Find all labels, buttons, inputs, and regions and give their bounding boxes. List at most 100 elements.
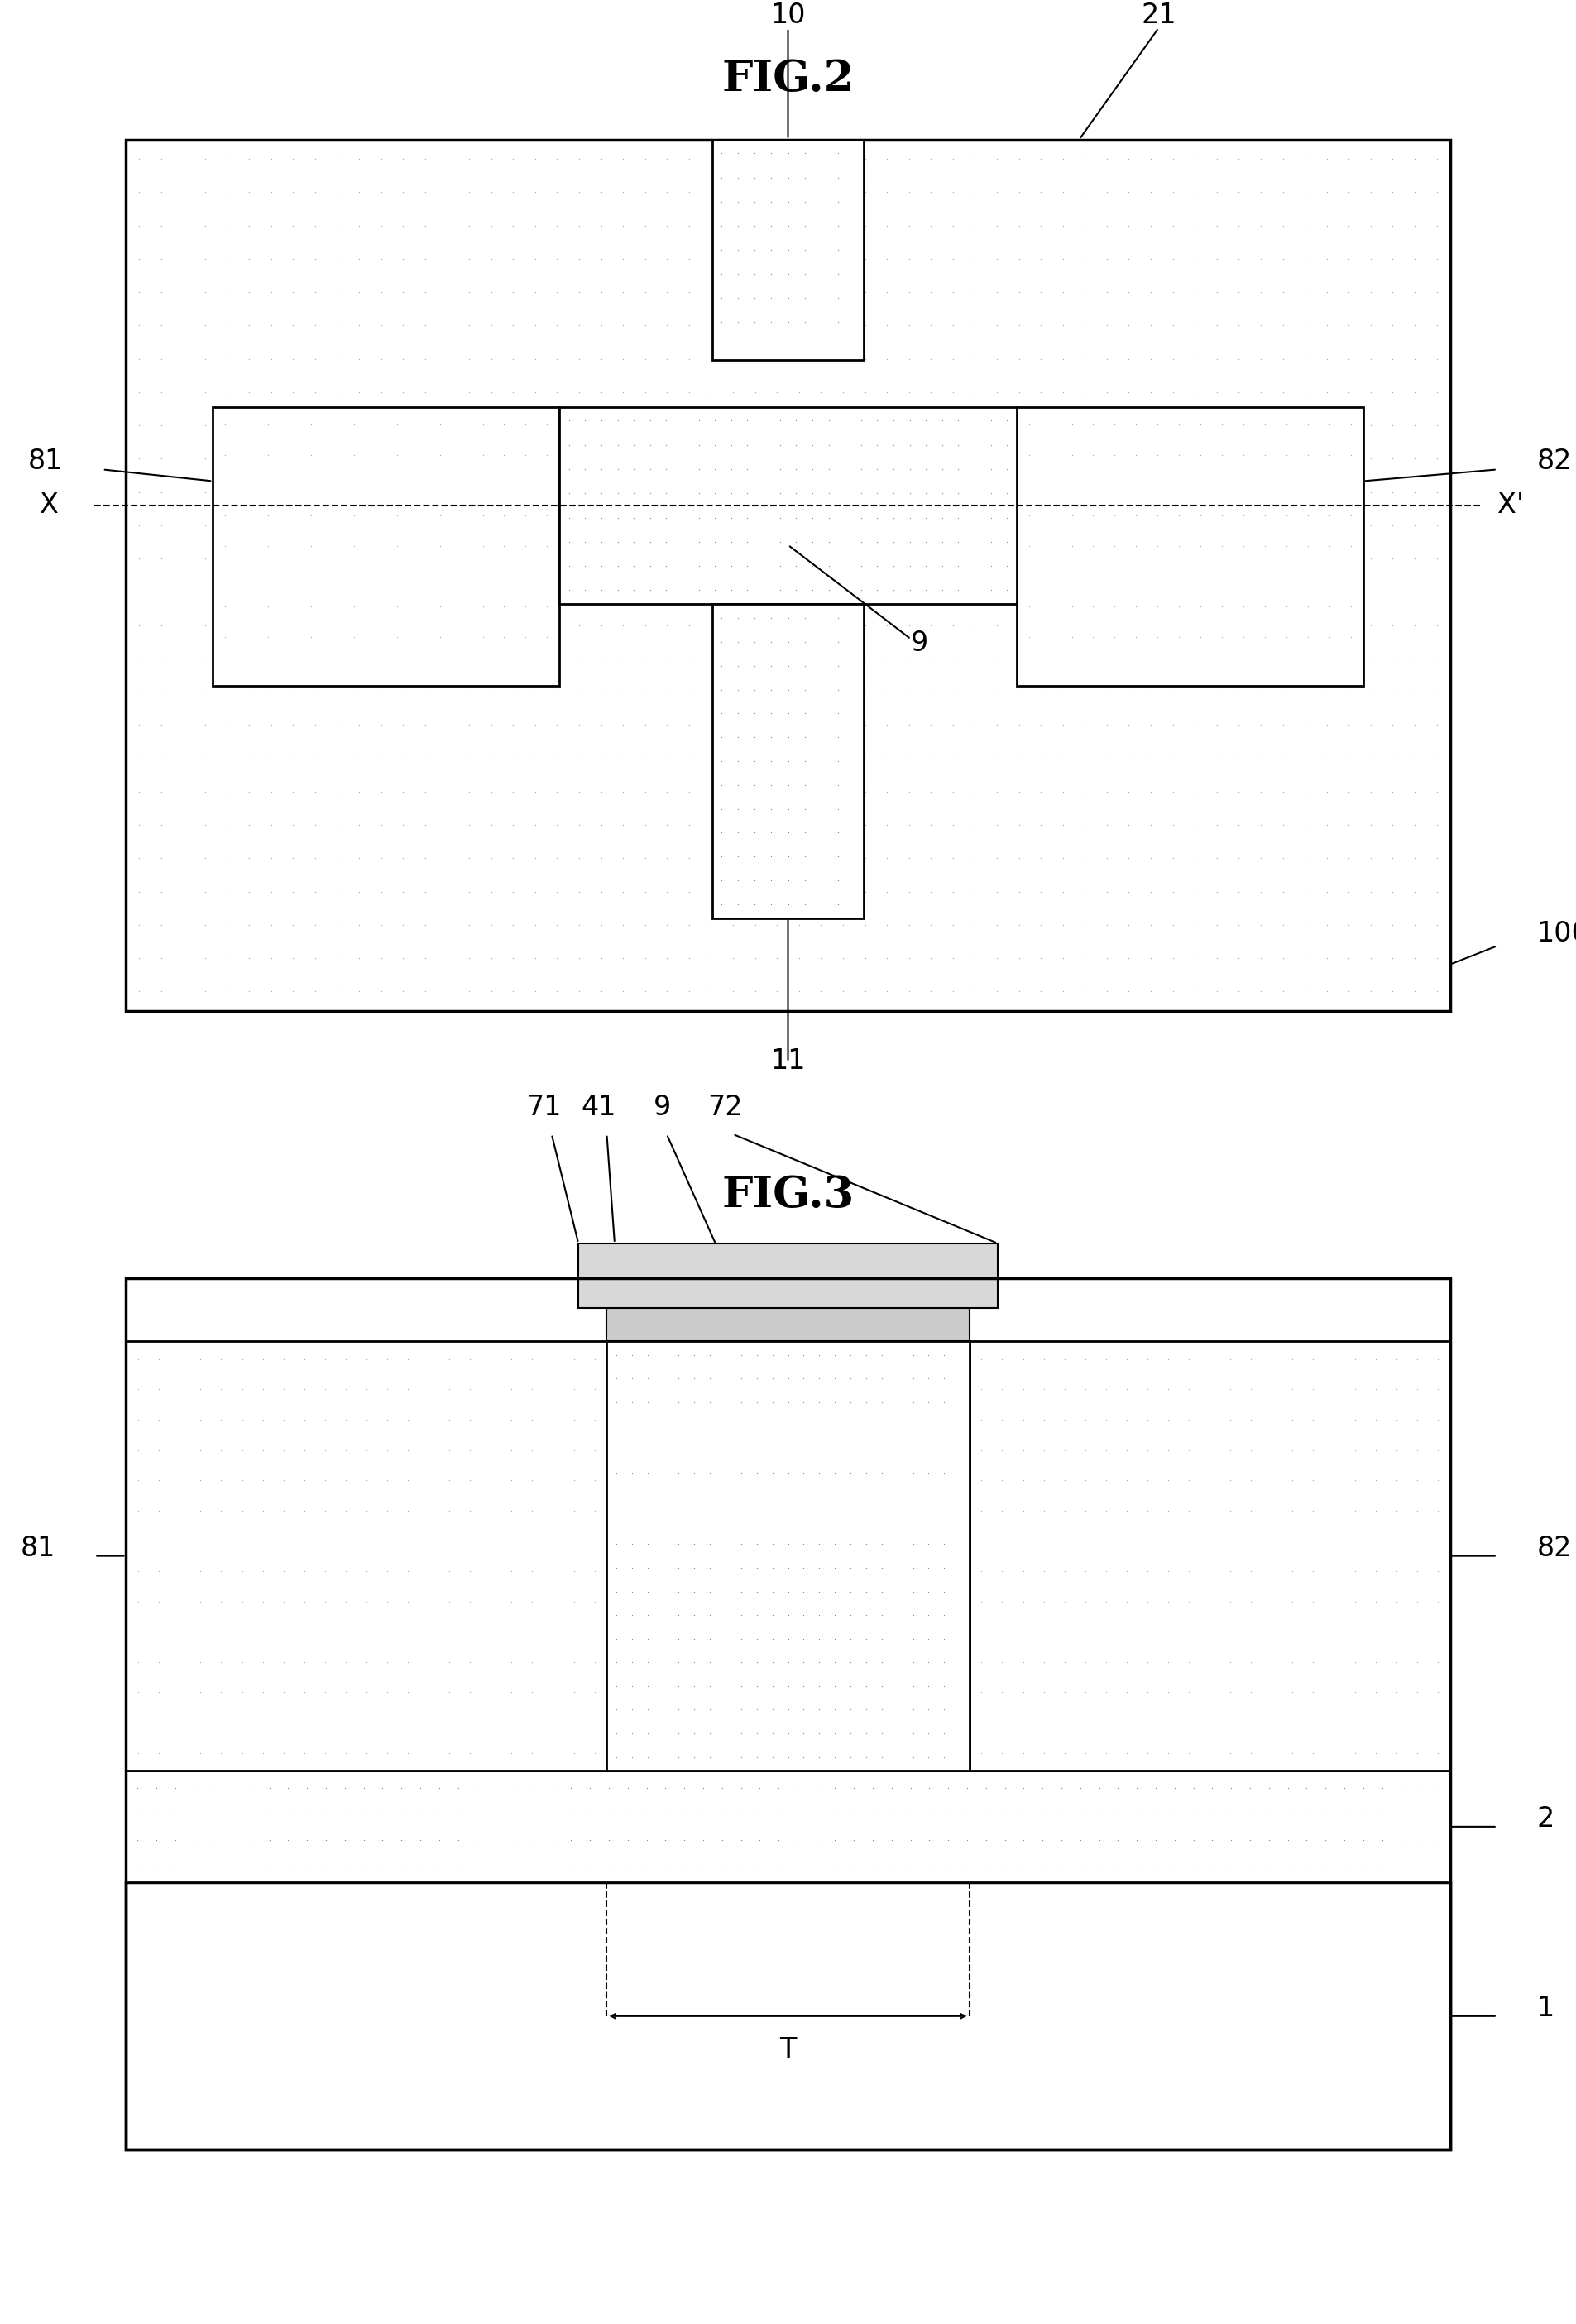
Point bbox=[786, 374, 812, 411]
Point bbox=[258, 874, 284, 911]
Point bbox=[842, 600, 867, 637]
Point bbox=[742, 339, 768, 376]
Point bbox=[1273, 437, 1299, 474]
Point bbox=[725, 328, 752, 365]
Point bbox=[333, 1822, 358, 1859]
Point bbox=[396, 1552, 421, 1590]
Point bbox=[860, 1794, 886, 1831]
Point bbox=[979, 548, 1004, 586]
Point bbox=[1188, 588, 1214, 625]
Point bbox=[1388, 1848, 1414, 1885]
Point bbox=[853, 539, 878, 576]
Point bbox=[478, 1734, 503, 1771]
Point bbox=[854, 1715, 879, 1752]
Point bbox=[1135, 1734, 1160, 1771]
Point bbox=[947, 1550, 972, 1587]
Point bbox=[1336, 307, 1362, 344]
Point bbox=[303, 774, 328, 811]
Point bbox=[1270, 674, 1295, 711]
Point bbox=[566, 674, 591, 711]
Point bbox=[985, 906, 1010, 944]
Point bbox=[637, 523, 662, 560]
Point bbox=[281, 574, 306, 611]
Point bbox=[219, 1794, 244, 1831]
Point bbox=[1314, 474, 1340, 511]
Point bbox=[457, 139, 482, 177]
Point bbox=[1155, 1341, 1180, 1378]
Point bbox=[667, 1738, 692, 1776]
Point bbox=[897, 425, 922, 462]
Point bbox=[742, 600, 768, 637]
Point bbox=[523, 207, 548, 244]
Point bbox=[1239, 1734, 1264, 1771]
Point bbox=[369, 774, 394, 811]
Point bbox=[1384, 1673, 1409, 1710]
Point bbox=[391, 474, 416, 511]
Point bbox=[523, 139, 548, 177]
Point bbox=[369, 139, 394, 177]
Point bbox=[1050, 374, 1075, 411]
Point bbox=[854, 1478, 879, 1515]
Point bbox=[213, 437, 238, 474]
Point bbox=[632, 874, 657, 911]
Point bbox=[621, 548, 646, 586]
Point bbox=[369, 339, 394, 376]
Point bbox=[775, 1550, 801, 1587]
Point bbox=[416, 1643, 441, 1680]
Point bbox=[1010, 1552, 1035, 1590]
Point bbox=[1050, 574, 1075, 611]
Point bbox=[1343, 1643, 1368, 1680]
Point bbox=[875, 174, 900, 211]
Point bbox=[1198, 1492, 1223, 1529]
Point bbox=[588, 639, 613, 676]
Point bbox=[1248, 574, 1273, 611]
Point bbox=[654, 339, 679, 376]
Point bbox=[621, 572, 646, 609]
Point bbox=[621, 402, 646, 439]
Point bbox=[875, 939, 900, 976]
Point bbox=[875, 439, 900, 476]
Point bbox=[1226, 439, 1251, 476]
Point bbox=[1359, 474, 1384, 511]
Point bbox=[807, 1643, 832, 1680]
Point bbox=[1403, 639, 1428, 676]
Point bbox=[838, 1620, 864, 1657]
Point bbox=[1381, 439, 1406, 476]
Point bbox=[1381, 474, 1406, 511]
Point bbox=[725, 256, 752, 293]
Point bbox=[931, 1550, 957, 1587]
Point bbox=[1037, 648, 1062, 686]
Point bbox=[931, 1360, 957, 1397]
Point bbox=[1388, 1769, 1414, 1806]
Point bbox=[709, 328, 734, 365]
Point bbox=[775, 1620, 801, 1657]
Point bbox=[760, 885, 785, 923]
Point bbox=[900, 1715, 925, 1752]
Point bbox=[501, 507, 526, 544]
Point bbox=[1403, 474, 1428, 511]
Point bbox=[148, 674, 173, 711]
Point bbox=[1116, 339, 1141, 376]
Point bbox=[1072, 539, 1097, 576]
Point bbox=[325, 539, 350, 576]
Point bbox=[838, 1383, 864, 1420]
Point bbox=[742, 279, 768, 316]
Point bbox=[931, 1525, 957, 1562]
Point bbox=[799, 572, 824, 609]
Point bbox=[572, 548, 597, 586]
Point bbox=[188, 1583, 213, 1620]
Point bbox=[697, 1336, 722, 1373]
Point bbox=[1007, 139, 1032, 177]
Point bbox=[479, 507, 504, 544]
Point bbox=[167, 1552, 192, 1590]
Point bbox=[985, 806, 1010, 844]
Point bbox=[588, 474, 613, 511]
Point bbox=[1314, 874, 1340, 911]
Point bbox=[1280, 1703, 1305, 1741]
Point bbox=[170, 539, 195, 576]
Point bbox=[1072, 274, 1097, 311]
Point bbox=[969, 1703, 994, 1741]
Point bbox=[1135, 1583, 1160, 1620]
Point bbox=[1292, 407, 1318, 444]
Point bbox=[868, 1501, 894, 1538]
